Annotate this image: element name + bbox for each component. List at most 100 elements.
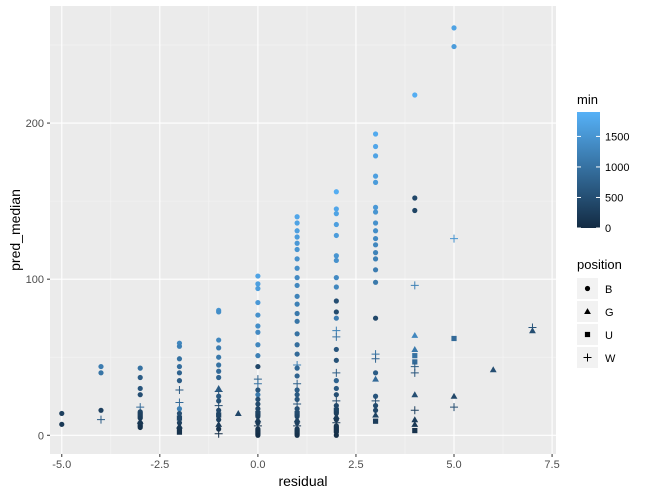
data-point [255,392,261,398]
data-point [255,432,261,438]
data-point [255,406,261,412]
data-point [372,250,379,256]
color-legend: min 0 500 1000 1500 [577,92,629,235]
data-point [293,416,301,423]
data-point [412,195,418,201]
data-point [333,392,339,398]
data-point [294,387,300,393]
data-point [450,403,459,412]
y-tick-label: 0 [38,430,44,442]
colorbar [577,112,600,228]
data-point [333,385,339,392]
data-point [333,189,339,195]
data-point [333,403,339,409]
data-point [411,416,419,423]
legend-key-b [584,285,591,292]
data-point [410,281,419,290]
data-point [216,362,222,368]
legend-label: W [605,353,616,365]
data-point [216,368,222,374]
data-point [333,378,339,384]
data-point [294,282,300,289]
x-tick-label: 7.5 [544,459,559,471]
data-point [255,342,261,348]
data-point [255,396,261,402]
data-point [333,284,339,290]
data-point [216,398,222,404]
data-point [255,429,261,435]
data-point [294,256,300,262]
data-point [333,432,339,438]
data-point [333,346,339,353]
data-point [333,232,339,239]
data-point [372,393,379,399]
data-point [294,406,300,412]
data-point [412,359,418,365]
data-point [372,209,379,215]
x-tick-label: 5.0 [446,459,461,471]
data-point [372,228,379,234]
data-point [451,25,457,31]
data-point [216,337,222,343]
data-point [372,179,379,185]
data-point [372,153,379,159]
data-point [216,412,222,418]
data-point [333,221,339,228]
data-point [372,267,379,273]
data-point [372,407,379,413]
data-point [372,279,379,285]
legend-label: B [605,284,612,296]
y-axis: 0 100 200 [26,118,50,442]
minor-gridlines [50,6,556,454]
data-point [411,331,419,338]
data-points [59,25,537,438]
legend-label: G [605,307,614,319]
data-point [333,257,339,264]
data-point [255,353,261,359]
data-point [216,417,222,423]
shape-legend-title: position [577,257,622,272]
data-point [411,391,419,398]
data-point [372,375,379,382]
data-point [98,363,104,370]
data-point [216,426,222,432]
data-point [294,228,300,234]
data-point [372,173,379,179]
data-point [255,323,261,329]
data-point [176,406,183,412]
data-point [234,410,242,416]
color-legend-title: min [577,92,598,107]
data-point [176,356,183,362]
data-point [411,420,419,427]
y-axis-title: pred_median [7,189,23,271]
data-point [410,406,419,415]
data-point [255,363,261,370]
data-point [294,275,300,281]
data-point [59,421,65,427]
data-point [333,407,339,413]
legend-label: U [605,330,613,342]
data-point [372,242,379,248]
data-point [372,411,379,418]
data-point [255,299,261,306]
data-point [294,429,300,435]
colorbar-label: 500 [605,192,623,204]
data-point [255,410,261,417]
data-point [59,410,65,417]
data-point [294,234,300,240]
data-point [255,329,261,335]
data-point [137,385,143,392]
data-point [371,354,380,363]
data-point [372,418,379,424]
data-point [294,342,300,348]
data-point [294,432,300,438]
data-point [176,429,183,435]
data-point [333,357,339,363]
plot-panel [50,6,556,454]
data-point [294,410,300,417]
x-tick-label: 0.0 [250,459,265,471]
data-point [294,301,300,307]
data-point [372,143,379,150]
